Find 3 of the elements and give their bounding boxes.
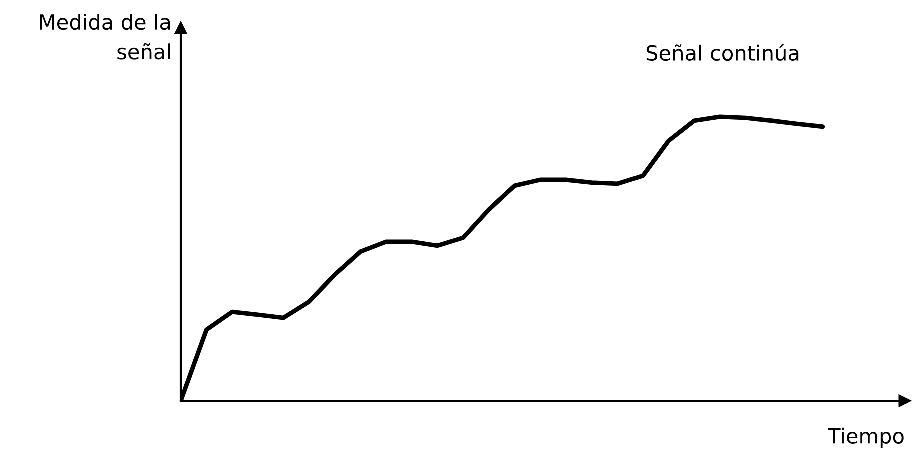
x-axis-title: Tiempo — [828, 428, 904, 448]
y-axis-title: Medida de la señal — [40, 14, 170, 60]
text: Señal continúa — [646, 44, 799, 62]
